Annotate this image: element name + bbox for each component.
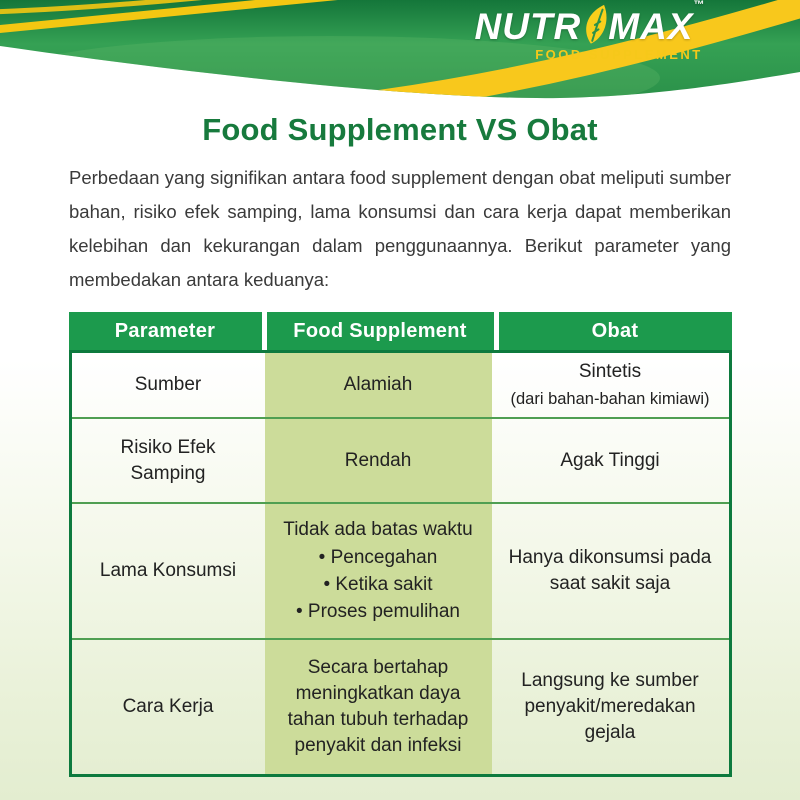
header-cell-food-supplement: Food Supplement	[266, 312, 494, 350]
intro-paragraph: Perbedaan yang signifikan antara food su…	[69, 167, 731, 290]
table-header-row: Parameter Food Supplement Obat	[68, 312, 732, 350]
cell-obat: Langsung ke sumber penyakit/meredakan ge…	[521, 670, 699, 743]
header-cell-parameter: Parameter	[68, 312, 262, 350]
table-row-lama-konsumsi: Lama Konsumsi Tidak ada batas waktu • Pe…	[71, 504, 729, 640]
cell-obat: Agak Tinggi	[560, 449, 660, 471]
cell-parameter: Risiko Efek Samping	[120, 436, 216, 484]
bullet-item: • Ketika sakit	[323, 574, 433, 595]
cell-supplement: Rendah	[264, 419, 492, 502]
brand-name: NUTR MAX ™	[420, 0, 760, 47]
cell-supplement: Alamiah	[264, 353, 492, 417]
trademark-symbol: ™	[693, 0, 706, 11]
table-body: Sumber Alamiah Sintetis (dari bahan-baha…	[68, 350, 732, 777]
brand-name-left: NUTR	[474, 6, 582, 47]
cell-supplement-title: Tidak ada batas waktu	[283, 519, 473, 540]
cell-obat: Hanya dikonsumsi pada saat sakit saja	[508, 547, 712, 594]
bullet-item: • Pencegahan	[318, 547, 438, 568]
leaf-icon	[581, 1, 609, 45]
cell-supplement: Tidak ada batas waktu • Pencegahan • Ket…	[264, 504, 492, 638]
brand-banner: NUTR MAX ™ FOOD SUPPLEMENT	[0, 0, 800, 104]
cell-obat-sub: (dari bahan-bahan kimiawi)	[510, 390, 710, 408]
cell-obat: Sintetis (dari bahan-bahan kimiawi)	[492, 353, 729, 417]
cell-parameter: Sumber	[134, 374, 202, 395]
brand-name-right: MAX	[608, 6, 694, 47]
cell-obat-main: Sintetis	[578, 361, 642, 382]
comparison-table: Parameter Food Supplement Obat Sumber Al…	[68, 312, 732, 777]
bullet-item: • Proses pemulihan	[295, 601, 460, 622]
table-row-sumber: Sumber Alamiah Sintetis (dari bahan-baha…	[71, 353, 729, 419]
table-row-cara-kerja: Cara Kerja Secara bertahap meningkatkan …	[72, 640, 729, 774]
cell-supplement: Secara bertahap meningkatkan daya tahan …	[264, 640, 492, 774]
header-cell-obat: Obat	[498, 312, 732, 350]
cell-supplement-bullet-list: • Pencegahan • Ketika sakit • Proses pem…	[296, 544, 460, 625]
cell-parameter: Cara Kerja	[122, 696, 214, 717]
cell-parameter: Lama Konsumsi	[99, 560, 237, 581]
page-title: Food Supplement VS Obat	[202, 112, 598, 147]
table-row-risiko: Risiko Efek Samping Rendah Agak Tinggi	[71, 419, 729, 504]
brand-tagline: FOOD SUPPLEMENT	[535, 47, 703, 62]
brand-logo: NUTR MAX ™ FOOD SUPPLEMENT	[420, 0, 760, 62]
